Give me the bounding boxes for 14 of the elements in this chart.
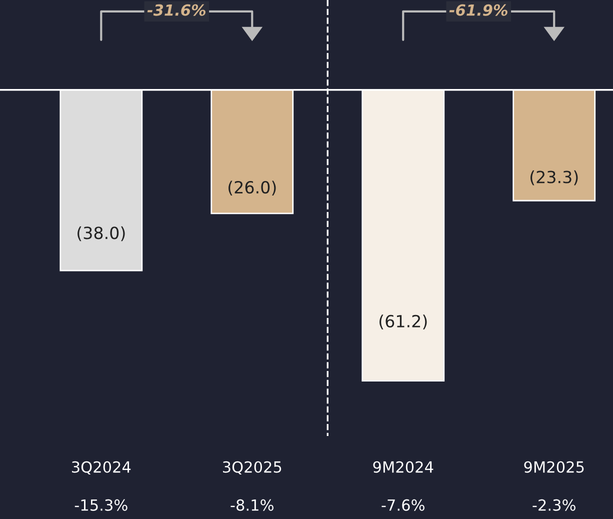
data-label: (26.0) xyxy=(228,180,276,196)
annotation: -31.6% xyxy=(147,4,206,16)
annotation: -61.9% xyxy=(449,4,508,16)
data-label: (38.0) xyxy=(78,226,125,242)
data-label: (61.2) xyxy=(380,314,427,330)
x-tick-label: 3Q2025 xyxy=(222,461,282,475)
data-label: (23.3) xyxy=(530,170,578,186)
x-tick-label: 3Q2024 xyxy=(72,461,131,475)
x-tick-label: 9M2025 xyxy=(524,461,584,473)
text: -15.3% xyxy=(74,499,128,511)
x-tick-label: 9M2024 xyxy=(373,461,434,473)
text: -7.6% xyxy=(382,499,424,511)
text: -2.3% xyxy=(532,499,576,511)
text: -8.1% xyxy=(230,499,274,511)
